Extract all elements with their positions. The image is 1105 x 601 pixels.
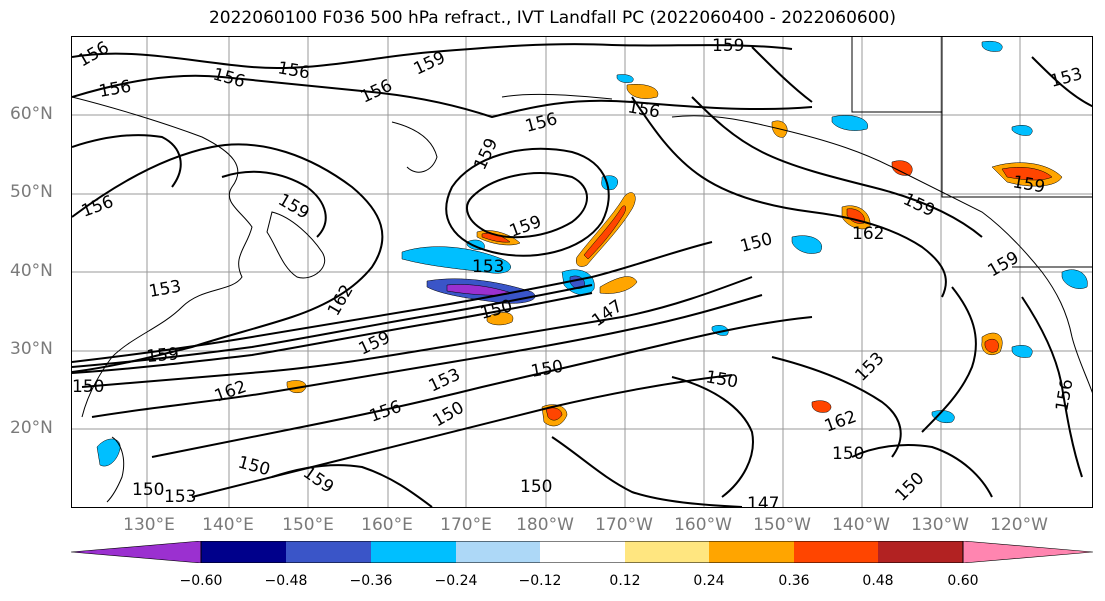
contour-label: 153	[164, 487, 196, 507]
colorbar-tick: 0.60	[947, 573, 979, 589]
lon-label-130e: 130°E	[123, 515, 175, 535]
colorbar-segment	[286, 541, 371, 563]
colorbar-tick: −0.36	[349, 573, 393, 589]
contour-label: 150	[704, 367, 739, 392]
colorbar-segment	[709, 541, 794, 563]
colorbar-tick: 0.24	[693, 573, 725, 589]
lat-label-30n: 30°N	[10, 339, 53, 359]
coastlines	[72, 37, 1092, 503]
contour-label: 153	[472, 257, 504, 277]
colorbar-tick: −0.24	[434, 573, 478, 589]
contour-label: 156	[79, 192, 116, 222]
lon-label-170w: 170°W	[595, 515, 653, 535]
shaded-patches	[96, 41, 1088, 467]
contour-label: 159	[146, 344, 180, 367]
lat-label-40n: 40°N	[10, 261, 53, 281]
contour-label: 150	[430, 398, 468, 432]
colorbar-segment	[962, 541, 1093, 563]
map-title: 2022060100 F036 500 hPa refract., IVT La…	[208, 8, 896, 28]
contour-label: 150	[832, 444, 864, 464]
contour-label: 156	[626, 97, 661, 122]
contour-label: 156	[523, 109, 560, 137]
contour-label: 153	[1048, 64, 1085, 92]
colorbar-segment	[625, 541, 709, 563]
colorbar-tick: −0.12	[518, 573, 562, 589]
contour-label: 156	[211, 65, 248, 93]
colorbar-frame	[200, 541, 964, 563]
colorbar-tick: 0.36	[778, 573, 810, 589]
contour-label: 156	[1052, 377, 1077, 412]
graticule	[72, 37, 1092, 507]
lon-label-130w: 130°W	[911, 515, 969, 535]
colorbar-tick: −0.48	[264, 573, 308, 589]
contour-label: 150	[738, 229, 775, 257]
contour-label: 153	[147, 277, 182, 302]
lat-label-50n: 50°N	[10, 182, 53, 202]
colorbar-tick: −0.60	[179, 573, 223, 589]
contour-label: 156	[367, 397, 404, 427]
map-panel: 159 156 156 156 159 156 156 159 156 156 …	[71, 36, 1093, 508]
colorbar	[71, 541, 1093, 563]
contour-label: 150	[520, 477, 552, 497]
contour-label: 150	[891, 468, 928, 505]
lon-label-140e: 140°E	[202, 515, 254, 535]
lat-label-20n: 20°N	[10, 418, 53, 438]
contour-lines	[72, 43, 1092, 507]
contour-label: 162	[852, 224, 884, 244]
lon-label-180w: 180°W	[516, 515, 574, 535]
contour-label: 159	[985, 248, 1023, 282]
lat-label-60n: 60°N	[10, 104, 53, 124]
colorbar-tick: 0.12	[609, 573, 641, 589]
contour-label: 156	[358, 76, 396, 108]
contour-label: 153	[851, 348, 888, 385]
colorbar-segment	[878, 541, 963, 563]
contour-label: 150	[72, 377, 104, 397]
contour-label: 159	[712, 37, 744, 56]
colorbar-tick: 0.48	[862, 573, 894, 589]
colorbar-segment	[201, 541, 286, 563]
contour-label: 162	[212, 377, 249, 407]
colorbar-segment	[794, 541, 878, 563]
colorbar-segment	[540, 541, 625, 563]
lon-label-120w: 120°W	[990, 515, 1048, 535]
contour-label: 150	[132, 480, 164, 500]
colorbar-segment	[371, 541, 456, 563]
contour-label: 156	[75, 38, 113, 72]
lon-label-150w: 150°W	[753, 515, 811, 535]
contour-label: 156	[97, 77, 132, 102]
contour-label: 147	[747, 494, 779, 508]
contour-label: 159	[470, 135, 502, 173]
contour-label: 159	[275, 190, 313, 224]
contour-label: 150	[529, 357, 564, 382]
map-canvas: 159 156 156 156 159 156 156 159 156 156 …	[72, 37, 1092, 508]
contour-label: 150	[236, 453, 273, 481]
contour-label: 153	[426, 365, 464, 397]
lon-label-160w: 160°W	[674, 515, 732, 535]
contour-label: 159	[411, 48, 449, 80]
lon-label-160e: 160°E	[361, 515, 413, 535]
lon-label-170e: 170°E	[440, 515, 492, 535]
contour-label: 159	[507, 212, 544, 242]
lon-label-140w: 140°W	[832, 515, 890, 535]
contour-label: 156	[276, 58, 311, 83]
lon-label-150e: 150°E	[282, 515, 334, 535]
colorbar-segment	[71, 541, 202, 563]
contour-label: 147	[588, 296, 626, 331]
colorbar-segment	[456, 541, 540, 563]
